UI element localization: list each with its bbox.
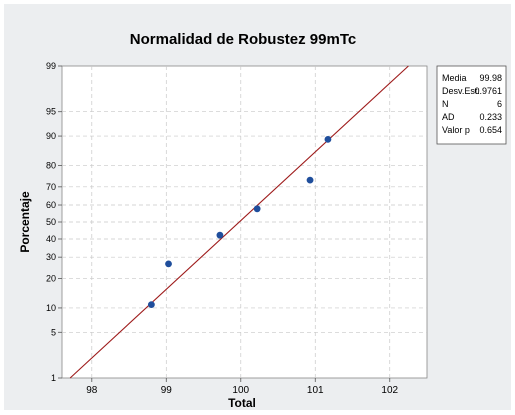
data-point: [165, 260, 172, 268]
y-tick-label: 1: [51, 373, 56, 383]
stats-table: Media 99.98 Desv.Est.0.9761 N 6 AD 0.233 Valor …: [442, 73, 502, 135]
stat-label: Media: [442, 73, 467, 83]
data-point: [147, 301, 155, 309]
y-tick-label: 30: [46, 252, 56, 262]
y-tick-label: 70: [46, 182, 56, 192]
x-tick-label: 98: [86, 385, 98, 396]
grid-lines: [62, 66, 427, 378]
data-point: [216, 231, 224, 239]
stat-value: 0.9761: [474, 86, 502, 96]
stat-value: 6: [497, 99, 502, 109]
stat-label: Valor p: [442, 125, 470, 135]
data-point: [306, 176, 314, 184]
x-tick-label: 100: [232, 385, 249, 396]
normal-probability-chart: Normalidad de Robustez 99mTc 98 99 100 101 1…: [18, 31, 507, 410]
stat-label: N: [442, 99, 449, 109]
chart-title: Normalidad de Robustez 99mTc: [130, 31, 356, 48]
x-axis-label: Total: [228, 396, 256, 410]
y-tick-label: 80: [46, 161, 56, 171]
axis-ticks: 98 99 100 101 102 1 5 10 20 30 40 50 60 70 80 90 95 99: [46, 61, 399, 396]
y-tick-label: 5: [51, 327, 56, 337]
stat-label: Desv.Est.: [442, 86, 480, 96]
y-tick-label: 99: [46, 61, 56, 71]
fit-line: [69, 65, 409, 379]
y-tick-label: 60: [46, 200, 56, 210]
stats-box: [436, 65, 507, 145]
y-tick-label: 90: [46, 131, 56, 141]
y-tick-label: 20: [46, 273, 56, 283]
data-points: [147, 135, 332, 309]
chart-frame: Normalidad de Robustez 99mTc 98 99 100 101 1…: [4, 4, 511, 410]
x-tick-label: 102: [381, 385, 398, 396]
x-tick-label: 99: [161, 385, 173, 396]
data-point: [253, 205, 261, 213]
stat-value: 0.654: [479, 125, 502, 135]
fit-line-group: [69, 65, 409, 379]
data-point: [324, 135, 332, 143]
y-axis-label: Porcentaje: [18, 191, 32, 253]
stat-value: 0.233: [479, 112, 502, 122]
y-tick-label: 10: [46, 303, 56, 313]
y-tick-label: 50: [46, 217, 56, 227]
x-tick-label: 101: [307, 385, 324, 396]
y-tick-label: 95: [46, 107, 56, 117]
y-tick-label: 40: [46, 234, 56, 244]
stat-value: 99.98: [479, 73, 502, 83]
stat-label: AD: [442, 112, 455, 122]
